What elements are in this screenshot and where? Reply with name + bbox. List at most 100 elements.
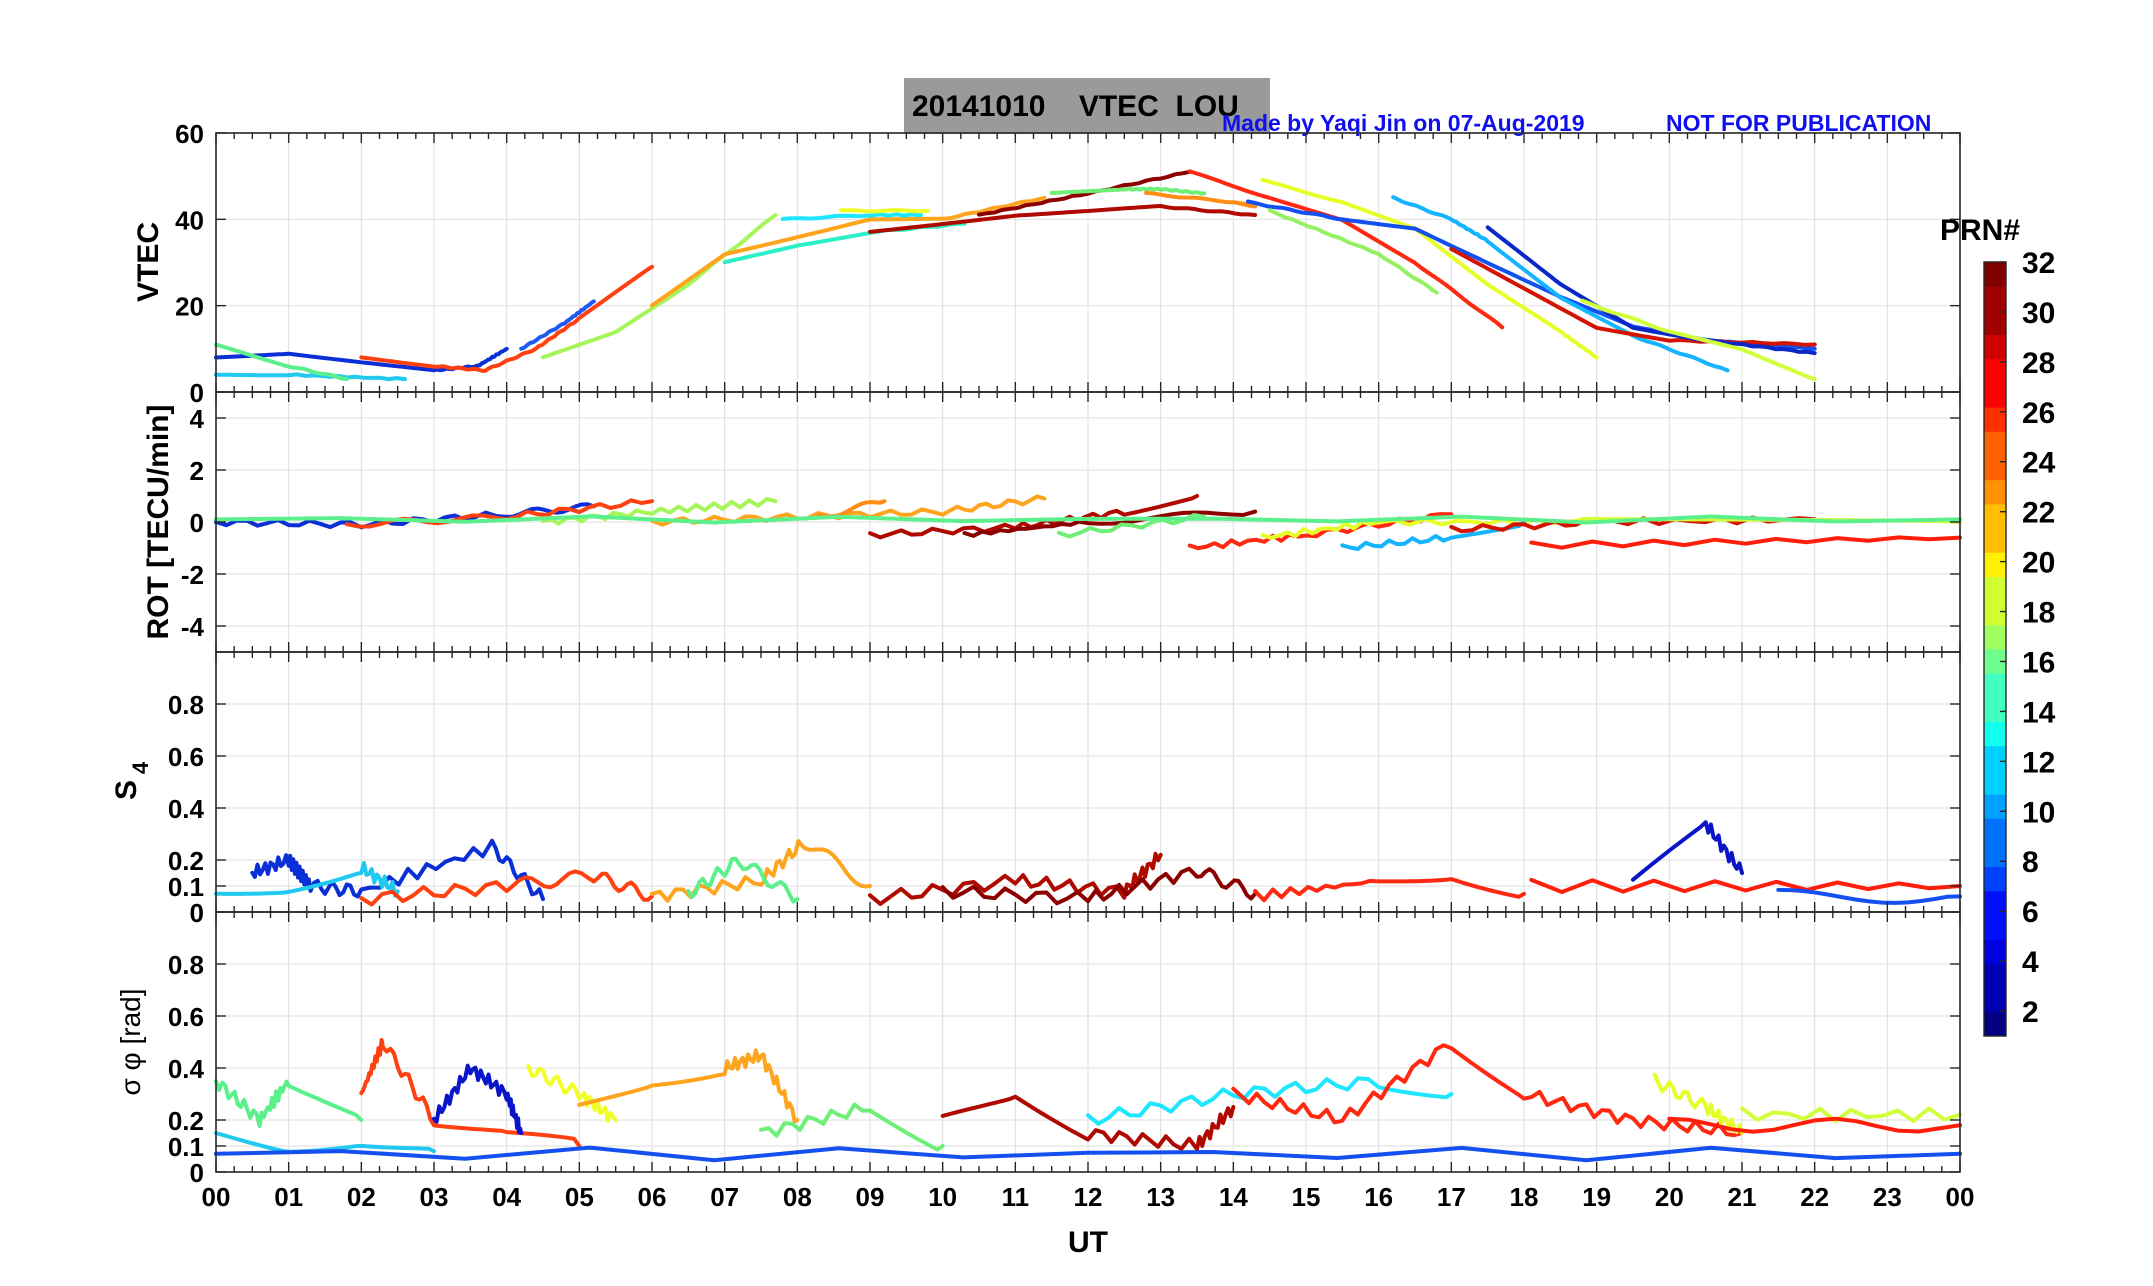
x-tick-label: 19: [1582, 1182, 1611, 1212]
colorbar-segment: [1984, 721, 2006, 747]
series-line: [541, 213, 778, 360]
series-line: [541, 497, 778, 526]
series-line: [519, 299, 596, 351]
colorbar-segment: [1984, 455, 2006, 481]
series-line: [1652, 1072, 1744, 1135]
series-line: [686, 856, 800, 904]
y-tick-label: 0: [190, 1158, 204, 1188]
colorbar-segment: [1984, 866, 2006, 892]
y-tick-label: 2: [190, 456, 204, 486]
x-tick-label: 03: [420, 1182, 449, 1212]
colorbar-segment: [1984, 818, 2006, 843]
colorbar-tick-label: 16: [2022, 646, 2055, 679]
colorbar-segment: [1984, 842, 2006, 868]
series-line: [1056, 513, 1207, 539]
x-tick-label: 18: [1510, 1182, 1539, 1212]
series-line: [940, 866, 1258, 906]
y-tick-label: 0.1: [168, 1132, 204, 1162]
colorbar-tick-label: 32: [2022, 247, 2055, 280]
y-tick-label: 0.1: [168, 872, 204, 902]
colorbar-segment: [1984, 963, 2006, 989]
x-tick-label: 01: [274, 1182, 303, 1212]
series-line: [868, 494, 1199, 540]
x-tick-label: 21: [1728, 1182, 1757, 1212]
y-axis-label: VTEC: [132, 222, 165, 302]
series-line: [432, 1063, 524, 1135]
x-tick-label: 23: [1873, 1182, 1902, 1212]
series-line: [214, 1131, 436, 1154]
colorbar-tick-label: 8: [2022, 846, 2039, 879]
title-box: [904, 78, 1270, 134]
series-line: [250, 838, 545, 901]
y-tick-label: 0.8: [168, 950, 204, 980]
series-line: [1485, 225, 1817, 356]
publication-notice: NOT FOR PUBLICATION: [1666, 110, 1932, 136]
colorbar-label: PRN#: [1940, 214, 2020, 247]
colorbar-segment: [1984, 794, 2006, 819]
x-tick-label: 10: [928, 1182, 957, 1212]
x-tick-label: 15: [1292, 1182, 1321, 1212]
series-line: [359, 1038, 582, 1148]
x-axis-label: UT: [1068, 1226, 1108, 1259]
series-line: [1776, 887, 1962, 905]
x-tick-label: 05: [565, 1182, 594, 1212]
series-line: [1667, 1116, 1962, 1134]
series-line: [1631, 820, 1744, 882]
colorbar-segment: [1984, 890, 2006, 916]
series-line: [1580, 298, 1817, 382]
y-tick-label: -4: [181, 612, 205, 642]
x-tick-label: 08: [783, 1182, 812, 1212]
colorbar-segment: [1984, 552, 2006, 577]
x-tick-label: 04: [492, 1182, 521, 1212]
colorbar-segment: [1984, 503, 2006, 529]
series-line: [577, 1048, 800, 1124]
series-line: [1391, 195, 1730, 373]
series-line: [359, 869, 654, 907]
y-tick-label: 0.4: [168, 1054, 205, 1084]
y-tick-label: 0.8: [168, 690, 204, 720]
x-tick-label: 13: [1146, 1182, 1175, 1212]
colorbar-segment: [1984, 649, 2006, 674]
series-line: [526, 1064, 618, 1123]
series-line: [214, 342, 349, 382]
panel-sigma_phi: [214, 911, 1962, 1173]
y-tick-label: 40: [175, 205, 204, 235]
colorbar-tick-label: 10: [2022, 796, 2055, 829]
colorbar-tick-label: 6: [2022, 896, 2039, 929]
y-tick-label: 0: [190, 508, 204, 538]
panel-vtec: [214, 132, 1961, 393]
series-line: [1260, 177, 1599, 360]
y-tick-label: 0.2: [168, 846, 204, 876]
series-line: [214, 861, 400, 898]
series-line: [214, 372, 407, 382]
x-tick-label: 20: [1655, 1182, 1684, 1212]
colorbar-segment: [1984, 431, 2006, 456]
series-line: [1340, 520, 1526, 551]
y-axis-label-sub: 4: [128, 761, 153, 774]
series-line: [1267, 208, 1439, 295]
colorbar-tick-label: 12: [2022, 746, 2055, 779]
series-line: [759, 1102, 945, 1152]
y-axis-label: S: [110, 780, 143, 800]
colorbar-tick-label: 18: [2022, 597, 2055, 630]
colorbar-segment: [1984, 528, 2006, 553]
colorbar-segment: [1984, 1011, 2006, 1037]
y-axis-label: ROT [TECU/min]: [142, 405, 175, 640]
colorbar-segment: [1984, 745, 2006, 771]
x-tick-label: 00: [1946, 1182, 1975, 1212]
colorbar-segment: [1984, 479, 2006, 505]
y-tick-label: 4: [190, 404, 205, 434]
y-tick-label: 0: [190, 898, 204, 928]
series-line: [214, 1079, 364, 1128]
colorbar-tick-label: 22: [2022, 497, 2055, 530]
y-axis-label: σ φ [rad]: [115, 988, 146, 1095]
series-line: [1740, 1106, 1962, 1124]
series-line: [1253, 877, 1526, 903]
x-tick-label: 06: [638, 1182, 667, 1212]
series-line: [214, 514, 1962, 525]
colorbar-segment: [1984, 576, 2006, 602]
colorbar-tick-label: 14: [2022, 696, 2056, 729]
series-line: [838, 208, 931, 214]
colorbar-segment: [1984, 673, 2006, 698]
colorbar-tick-label: 28: [2022, 347, 2055, 380]
